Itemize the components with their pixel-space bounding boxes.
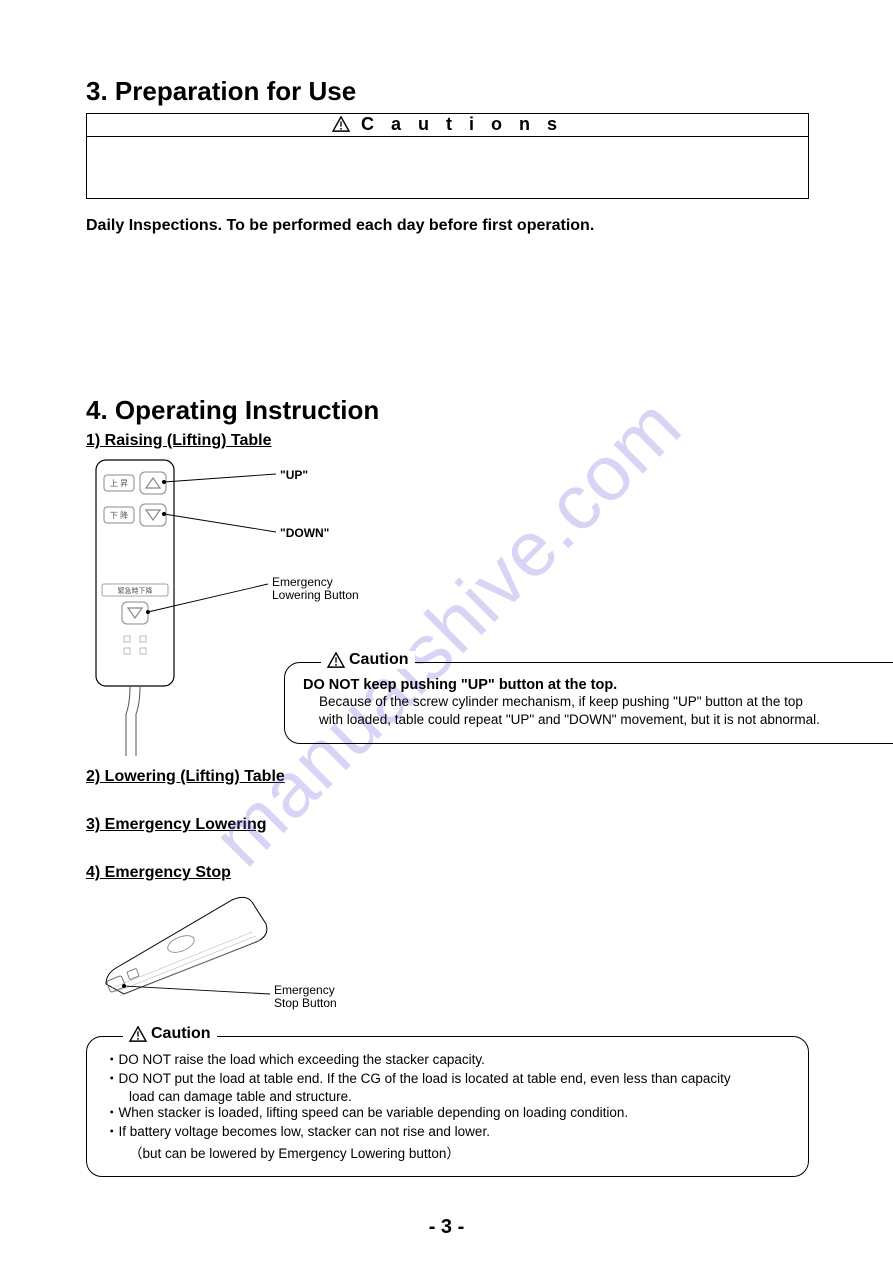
caution-box-1: Caution DO NOT keep pushing "UP" button … xyxy=(284,662,893,744)
warning-icon xyxy=(327,652,345,668)
label-em-l1: Emergency xyxy=(272,575,333,589)
estop-label-l2: Stop Button xyxy=(274,996,337,1010)
caution-2-b4b: （but can be lowered by Emergency Lowerin… xyxy=(105,1142,790,1162)
caution-2-b4: ・If battery voltage becomes low, stacker… xyxy=(105,1123,790,1142)
cautions-header: C a u t i o n s xyxy=(87,114,808,137)
cautions-box: C a u t i o n s xyxy=(86,113,809,199)
caution-1-line-2: Because of the screw cylinder mechanism,… xyxy=(303,693,893,711)
caution-2-b1: ・DO NOT raise the load which exceeding t… xyxy=(105,1051,790,1070)
page-number: - 3 - xyxy=(0,1216,893,1239)
spacer xyxy=(86,786,809,806)
caution-2-b2: ・DO NOT put the load at table end. If th… xyxy=(105,1070,790,1089)
label-up: "UP" xyxy=(280,468,308,482)
warning-icon xyxy=(129,1026,147,1042)
cautions-header-text: C a u t i o n s xyxy=(361,114,563,134)
label-em-l2: Lowering Button xyxy=(272,588,359,602)
remote-up-text: 上 昇 xyxy=(110,479,128,488)
section-4-title: 4. Operating Instruction xyxy=(86,395,809,426)
caution-1-line-1: DO NOT keep pushing "UP" button at the t… xyxy=(303,677,893,693)
caution-2-label: Caution xyxy=(123,1025,217,1043)
caution-1-label-text: Caution xyxy=(349,651,409,669)
subsection-2: 2) Lowering (Lifting) Table xyxy=(86,768,809,786)
subsection-4: 4) Emergency Stop xyxy=(86,864,809,882)
caution-2-label-text: Caution xyxy=(151,1025,211,1043)
spacer xyxy=(86,235,809,395)
remote-down-text: 下 降 xyxy=(110,510,128,520)
page: manualshive.com 3. Preparation for Use C… xyxy=(0,0,893,1263)
remote-em-text: 緊急時下降 xyxy=(118,586,153,595)
section-3-title: 3. Preparation for Use xyxy=(86,76,809,107)
daily-inspection-text: Daily Inspections. To be performed each … xyxy=(86,217,809,235)
caution-1-label: Caution xyxy=(321,651,415,669)
estop-label-l1: Emergency xyxy=(274,983,335,997)
caution-2-b2b: load can damage table and structure. xyxy=(105,1089,790,1104)
label-down: "DOWN" xyxy=(280,526,329,540)
spacer xyxy=(86,834,809,854)
warning-icon xyxy=(332,116,350,132)
remote-diagram: 上 昇 下 降 緊急時下降 xyxy=(86,456,809,756)
caution-box-2: Caution ・DO NOT raise the load which exc… xyxy=(86,1036,809,1177)
caution-2-b3: ・When stacker is loaded, lifting speed c… xyxy=(105,1104,790,1123)
estop-label: Emergency Stop Button xyxy=(274,984,337,1010)
label-emergency-lowering: Emergency Lowering Button xyxy=(272,576,359,602)
subsection-1: 1) Raising (Lifting) Table xyxy=(86,432,809,450)
caution-1-line-3: with loaded, table could repeat "UP" and… xyxy=(303,711,893,729)
subsection-3: 3) Emergency Lowering xyxy=(86,816,809,834)
estop-diagram: Emergency Stop Button xyxy=(86,886,809,1016)
